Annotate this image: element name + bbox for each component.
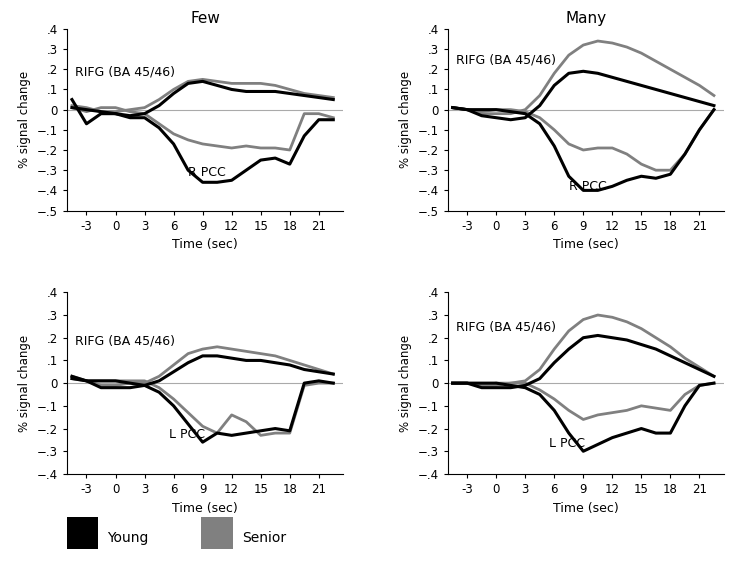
X-axis label: Time (sec): Time (sec) [553, 238, 618, 251]
Y-axis label: % signal change: % signal change [19, 71, 31, 168]
Y-axis label: % signal change: % signal change [399, 71, 412, 168]
Text: RIFG (BA 45/46): RIFG (BA 45/46) [456, 321, 556, 334]
Title: Many: Many [565, 12, 606, 27]
Y-axis label: % signal change: % signal change [19, 335, 31, 432]
Text: L PCC: L PCC [169, 428, 204, 440]
Text: RIFG (BA 45/46): RIFG (BA 45/46) [75, 335, 175, 347]
Title: Few: Few [190, 12, 220, 27]
Text: R PCC: R PCC [188, 166, 226, 179]
X-axis label: Time (sec): Time (sec) [172, 502, 238, 514]
Text: Young: Young [107, 531, 148, 544]
Text: Senior: Senior [242, 531, 286, 544]
X-axis label: Time (sec): Time (sec) [172, 238, 238, 251]
Y-axis label: % signal change: % signal change [399, 335, 412, 432]
Text: RIFG (BA 45/46): RIFG (BA 45/46) [75, 65, 175, 79]
X-axis label: Time (sec): Time (sec) [553, 502, 618, 514]
Text: R PCC: R PCC [568, 180, 606, 194]
Text: RIFG (BA 45/46): RIFG (BA 45/46) [456, 53, 556, 66]
Text: L PCC: L PCC [549, 437, 586, 450]
